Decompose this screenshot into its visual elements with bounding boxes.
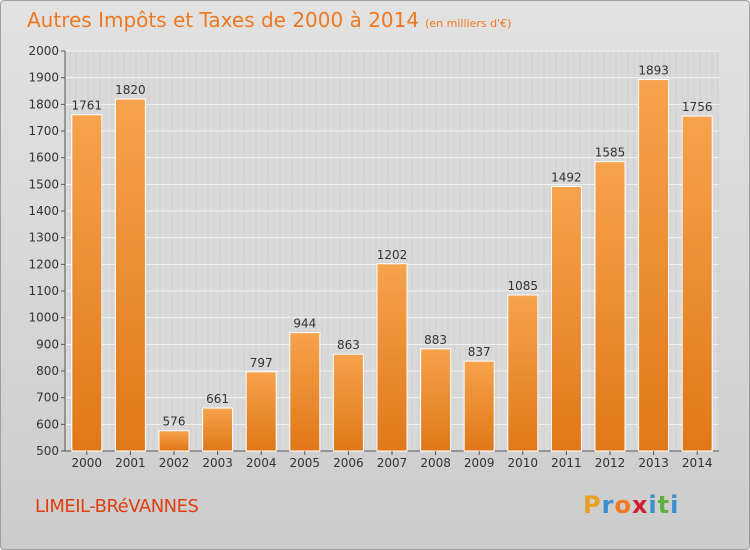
x-tick-label: 2001	[115, 456, 146, 470]
logo-letter: P	[583, 491, 602, 519]
data-label: 883	[424, 333, 447, 347]
x-tick-label: 2010	[508, 456, 539, 470]
x-tick-label: 2004	[246, 456, 277, 470]
chart-title: Autres Impôts et Taxes de 2000 à 2014 (en…	[27, 8, 511, 32]
data-label: 1893	[638, 64, 669, 78]
logo-letter: i	[648, 491, 658, 519]
city-name: LIMEIL-BRéVANNES	[35, 496, 199, 517]
y-tick-label: 800	[36, 364, 59, 378]
logo-letter: r	[601, 491, 615, 519]
data-label: 1756	[682, 100, 713, 114]
y-tick-label: 1400	[28, 204, 59, 218]
y-tick-label: 1300	[28, 231, 59, 245]
y-tick-label: 700	[36, 391, 59, 405]
y-tick-label: 600	[36, 417, 59, 431]
x-tick-label: 2014	[682, 456, 713, 470]
logo-letter: i	[670, 491, 680, 519]
data-label: 576	[163, 415, 186, 429]
x-tick-label: 2005	[290, 456, 321, 470]
data-label: 1085	[508, 279, 539, 293]
x-tick-label: 2002	[159, 456, 190, 470]
y-tick-label: 1000	[28, 311, 59, 325]
bar	[376, 263, 408, 452]
logo-letter: t	[657, 491, 671, 519]
proxiti-logo: Proxiti	[583, 491, 679, 519]
bar	[420, 348, 452, 452]
y-tick-label: 1100	[28, 284, 59, 298]
bar	[71, 114, 103, 452]
bar	[158, 430, 190, 452]
y-tick-label: 2000	[28, 44, 59, 58]
bar	[289, 332, 321, 452]
bar	[681, 115, 713, 452]
y-tick-label: 500	[36, 444, 59, 458]
data-label: 797	[250, 356, 273, 370]
x-tick-label: 2003	[202, 456, 233, 470]
x-tick-label: 2006	[333, 456, 364, 470]
bar	[114, 98, 146, 452]
data-label: 1492	[551, 170, 582, 184]
data-label: 837	[468, 345, 491, 359]
data-label: 1820	[115, 83, 146, 97]
y-tick-label: 1700	[28, 124, 59, 138]
bar	[507, 294, 539, 452]
x-tick-label: 2008	[420, 456, 451, 470]
y-tick-label: 900	[36, 337, 59, 351]
bar	[550, 185, 582, 452]
x-tick-label: 2000	[72, 456, 103, 470]
y-tick-label: 1500	[28, 177, 59, 191]
x-tick-label: 2007	[377, 456, 408, 470]
data-label: 661	[206, 392, 229, 406]
y-tick-label: 1900	[28, 71, 59, 85]
x-tick-label: 2012	[595, 456, 626, 470]
chart-title-unit: (en milliers d'€)	[425, 17, 512, 30]
data-label: 1761	[72, 99, 103, 113]
chart-title-main: Autres Impôts et Taxes de 2000 à 2014	[27, 8, 420, 32]
logo-letter: x	[631, 491, 649, 519]
bar	[202, 407, 234, 452]
bar	[332, 353, 364, 452]
data-label: 944	[293, 317, 316, 331]
data-label: 1202	[377, 248, 408, 262]
y-tick-label: 1800	[28, 97, 59, 111]
data-label: 863	[337, 338, 360, 352]
data-label: 1585	[595, 146, 626, 160]
x-tick-label: 2011	[551, 456, 582, 470]
x-tick-label: 2009	[464, 456, 495, 470]
x-tick-label: 2013	[638, 456, 669, 470]
bar	[245, 371, 277, 452]
bar	[638, 79, 670, 452]
y-tick-label: 1200	[28, 257, 59, 271]
bar	[594, 161, 626, 452]
logo-letter: o	[614, 491, 632, 519]
y-tick-label: 1600	[28, 151, 59, 165]
bar	[463, 360, 495, 452]
